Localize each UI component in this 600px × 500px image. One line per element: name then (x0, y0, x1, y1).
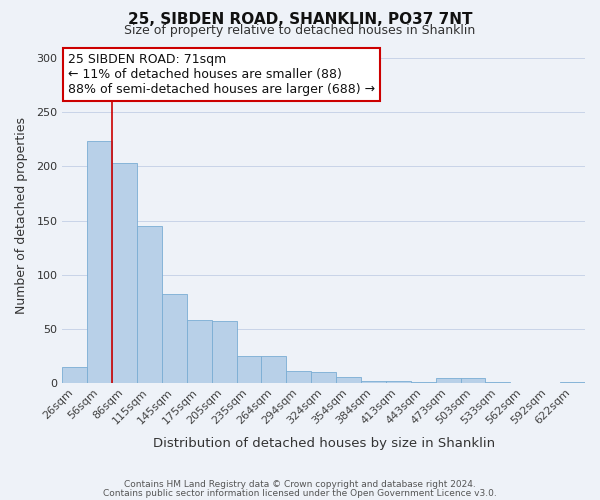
Bar (311, 372, 336, 382)
Bar (386, 380, 411, 382)
Text: 25 SIBDEN ROAD: 71sqm
← 11% of detached houses are smaller (88)
88% of semi-deta: 25 SIBDEN ROAD: 71sqm ← 11% of detached … (68, 52, 374, 96)
Bar (236, 356, 262, 382)
Bar (62, 366, 87, 382)
Y-axis label: Number of detached properties: Number of detached properties (15, 116, 28, 314)
X-axis label: Distribution of detached houses by size in Shanklin: Distribution of detached houses by size … (152, 437, 495, 450)
Bar (137, 226, 162, 382)
Bar (286, 371, 311, 382)
Bar (361, 380, 386, 382)
Bar (212, 321, 236, 382)
Bar (87, 140, 112, 382)
Bar (262, 356, 286, 382)
Text: Contains HM Land Registry data © Crown copyright and database right 2024.: Contains HM Land Registry data © Crown c… (124, 480, 476, 489)
Text: Size of property relative to detached houses in Shanklin: Size of property relative to detached ho… (124, 24, 476, 37)
Bar (162, 294, 187, 382)
Bar (436, 378, 461, 382)
Text: Contains public sector information licensed under the Open Government Licence v3: Contains public sector information licen… (103, 488, 497, 498)
Bar (187, 320, 212, 382)
Bar (336, 378, 361, 382)
Text: 25, SIBDEN ROAD, SHANKLIN, PO37 7NT: 25, SIBDEN ROAD, SHANKLIN, PO37 7NT (128, 12, 472, 28)
Bar (461, 378, 485, 382)
Bar (112, 163, 137, 382)
